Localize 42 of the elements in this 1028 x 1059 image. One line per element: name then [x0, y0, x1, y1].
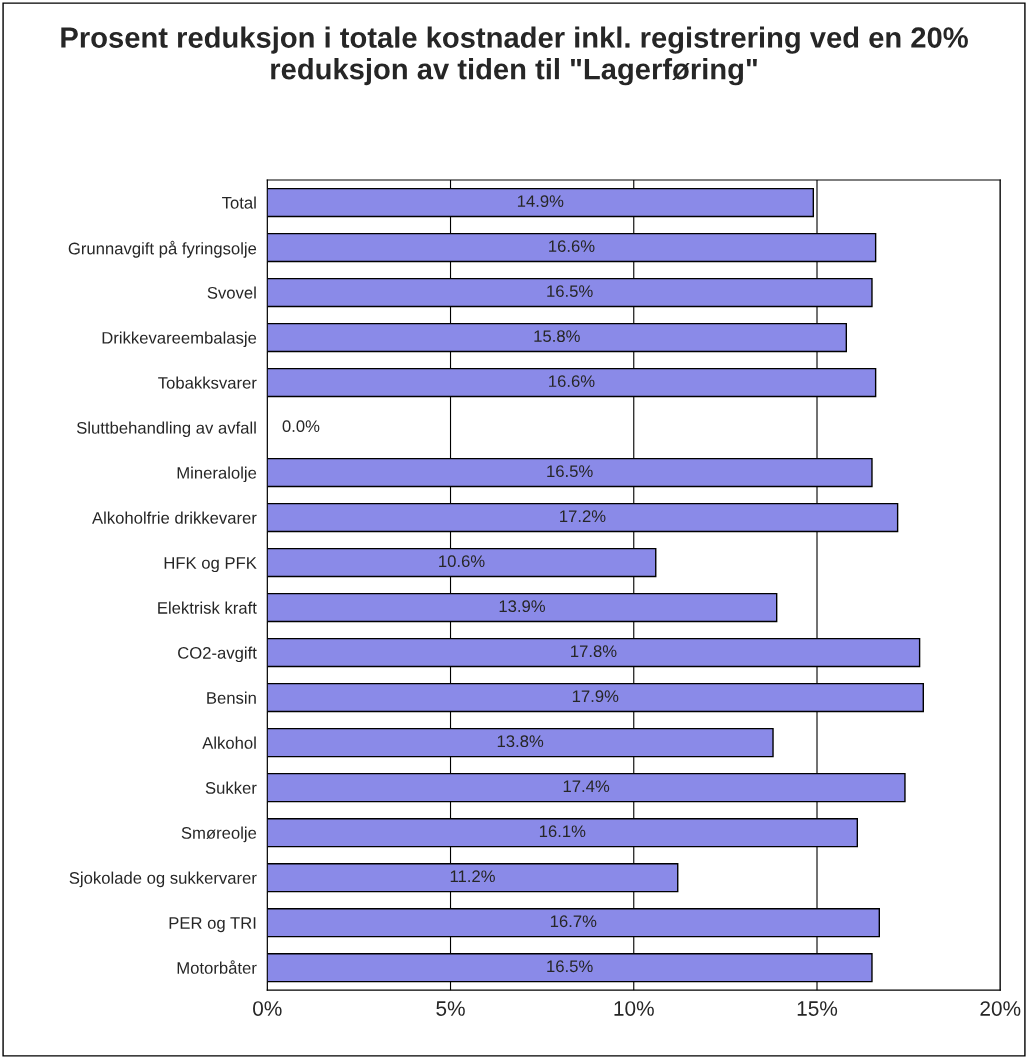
y-tick-label: PER og TRI — [169, 917, 256, 933]
x-tick-label: 20% — [980, 1001, 1021, 1016]
data-label: 14.9% — [517, 195, 564, 208]
y-tick-label: Grunnavgift på fyringsolje — [68, 240, 257, 258]
y-tick-label: CO2-avgift — [178, 646, 257, 663]
y-tick-label: Alkohol — [202, 736, 256, 749]
y-tick-label: Alkoholfrie drikkevarer — [92, 511, 257, 524]
x-tick-label: 0% — [253, 1001, 282, 1016]
data-label: 0.0% — [282, 420, 320, 433]
data-label: 16.5% — [547, 285, 593, 298]
y-tick-label: HFK og PFK — [164, 557, 257, 573]
data-label: 15.8% — [534, 330, 580, 343]
y-tick-label: Mineralolje — [177, 466, 257, 483]
data-label: 16.5% — [547, 465, 593, 478]
data-label: 16.1% — [539, 825, 586, 838]
y-tick-label: Svovel — [207, 286, 256, 299]
chart-title: Prosent reduksjon i totale kostnader inkl. registrering ved en 20% reduksjon av tiden til "Lagerføring" — [61, 26, 968, 86]
data-label: 17.4% — [563, 780, 610, 793]
y-tick-label: Tobakksvarer — [158, 376, 257, 389]
x-tick-label: 15% — [797, 1001, 838, 1016]
data-label: 16.6% — [549, 240, 595, 253]
data-label: 16.5% — [547, 960, 593, 973]
data-label: 13.9% — [499, 600, 546, 613]
y-tick-label: Total — [222, 196, 256, 209]
x-tick-label: 10% — [614, 1001, 654, 1016]
data-label: 17.9% — [572, 690, 619, 703]
y-tick-label: Motorbåter — [177, 960, 257, 974]
y-tick-label: Bensin — [207, 691, 256, 704]
y-tick-label: Sluttbehandling av avfall — [76, 421, 256, 438]
data-label: 16.7% — [550, 915, 597, 928]
data-label: 11.2% — [450, 870, 495, 883]
y-tick-label: Elektrisk kraft — [158, 601, 257, 614]
data-label: 17.8% — [571, 645, 617, 658]
y-tick-label: Sukker — [205, 781, 257, 794]
data-label: 16.6% — [549, 375, 595, 388]
data-label: 17.2% — [560, 510, 606, 522]
y-tick-label: Sjokolade og sukkervarer — [69, 871, 257, 888]
data-label: 10.6% — [439, 555, 485, 568]
y-tick-label: Drikkevareembalasje — [102, 331, 257, 348]
y-tick-label: Smøreolje — [181, 826, 257, 843]
x-tick-label: 5% — [436, 1001, 465, 1016]
data-label: 13.8% — [497, 735, 544, 748]
